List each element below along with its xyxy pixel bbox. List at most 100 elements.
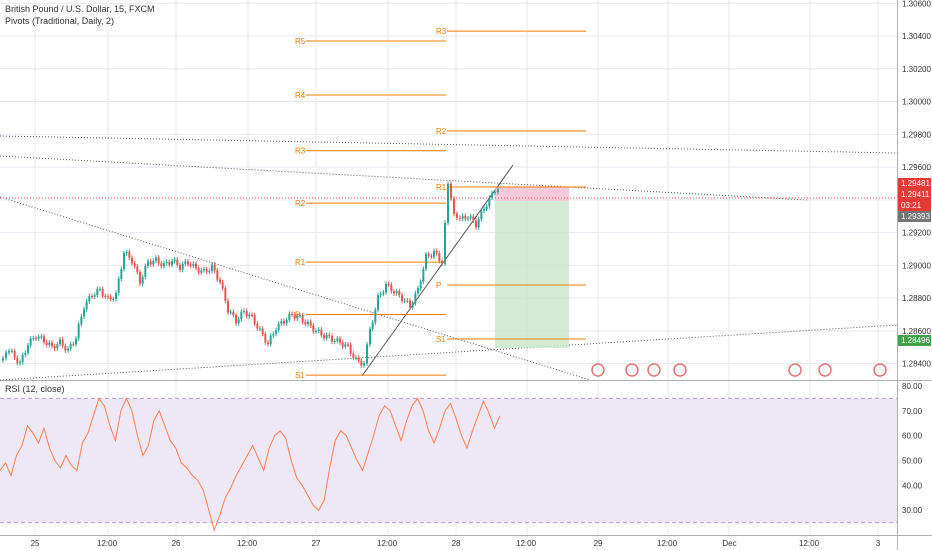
candle-body xyxy=(395,291,398,294)
candle-body xyxy=(453,198,455,214)
candle-body xyxy=(133,263,136,267)
pivot-label: R4 xyxy=(295,91,306,100)
candle-body xyxy=(80,316,83,325)
stop-loss-zone[interactable] xyxy=(495,186,569,201)
candle-body xyxy=(173,259,176,262)
candle-body xyxy=(419,281,422,289)
candle-body xyxy=(184,261,187,264)
candle-body xyxy=(320,329,323,336)
candle-body xyxy=(390,284,393,292)
price-tag-label: 1.28496 xyxy=(901,336,930,345)
candle-body xyxy=(48,342,51,345)
candle-body xyxy=(450,183,452,199)
candle-body xyxy=(221,282,224,289)
candle-body xyxy=(45,342,48,345)
time-tick-label: 12:00 xyxy=(516,539,537,548)
trendline-upper[interactable] xyxy=(0,135,898,154)
candle-body xyxy=(444,222,446,264)
event-flag-icon[interactable] xyxy=(818,363,832,377)
candle-body xyxy=(435,250,438,254)
price-tag xyxy=(898,178,931,189)
candle-body xyxy=(144,265,147,277)
candle-body xyxy=(123,253,125,270)
time-tick-label: 12:00 xyxy=(97,539,118,548)
candle-body xyxy=(187,261,189,265)
price-tick-label: 1.29200 xyxy=(902,229,931,238)
candle-body xyxy=(325,334,328,339)
candle-body xyxy=(101,288,104,297)
event-flag-icon[interactable] xyxy=(673,363,687,377)
take-profit-zone[interactable] xyxy=(495,200,569,348)
candle-body xyxy=(301,315,304,322)
price-tick-label: 1.29800 xyxy=(902,130,931,139)
price-tag xyxy=(898,200,931,211)
trendline-support[interactable] xyxy=(361,164,514,377)
candle-body xyxy=(371,322,374,330)
candle-body xyxy=(85,301,88,310)
candle-body xyxy=(72,344,75,346)
candle-body xyxy=(75,338,77,345)
event-flag-icon[interactable] xyxy=(591,363,605,377)
rsi-title[interactable]: RSI (12, close) xyxy=(5,384,65,394)
candle-body xyxy=(21,354,24,363)
event-flag-icon[interactable] xyxy=(625,363,639,377)
time-tick-label: 29 xyxy=(594,539,603,548)
candle-body xyxy=(253,315,256,324)
rsi-tick-label: 40.00 xyxy=(902,481,923,490)
candle-body xyxy=(37,336,40,339)
rsi-band xyxy=(0,398,897,523)
trendline-mid[interactable] xyxy=(0,155,808,201)
candle-body xyxy=(307,321,309,325)
price-tick-label: 1.30200 xyxy=(902,65,931,74)
candle-body xyxy=(469,216,472,219)
candle-body xyxy=(293,314,296,319)
candle-body xyxy=(13,350,16,358)
event-flag-icon[interactable] xyxy=(788,363,802,377)
candle-body xyxy=(497,189,499,193)
price-tick-label: 1.28600 xyxy=(902,327,931,336)
candle-body xyxy=(475,220,477,228)
candle-body xyxy=(16,357,19,364)
candle-body xyxy=(112,298,115,300)
candle-body xyxy=(216,270,219,280)
candle-body xyxy=(323,335,325,339)
rsi-line[interactable] xyxy=(0,397,501,532)
candle-body xyxy=(430,255,433,257)
pivot-label: S1 xyxy=(295,371,305,380)
candle-body xyxy=(27,345,29,353)
indicator-title[interactable]: Pivots (Traditional, Daily, 2) xyxy=(5,16,115,26)
price-tag xyxy=(898,189,931,200)
candle-body xyxy=(240,311,243,320)
event-flag-icon[interactable] xyxy=(647,363,661,377)
candle-body xyxy=(366,344,368,364)
symbol-title[interactable]: British Pound / U.S. Dollar, 15, FXCM xyxy=(5,4,155,14)
candle-body xyxy=(267,342,269,345)
candle-body xyxy=(19,362,21,364)
candle-body xyxy=(275,330,277,334)
event-flag-icon[interactable] xyxy=(873,363,887,377)
candle-body xyxy=(441,260,443,264)
trendline-down[interactable] xyxy=(0,196,591,381)
price-tick-label: 1.30000 xyxy=(902,98,931,107)
trendline-bottom[interactable] xyxy=(0,324,898,381)
price-tick-label: 1.30600 xyxy=(902,0,931,8)
candle-body xyxy=(403,300,406,302)
pivot-label: R3 xyxy=(295,147,306,156)
pivot-label: S1 xyxy=(436,335,446,344)
candle-body xyxy=(385,283,387,293)
time-tick-label: 25 xyxy=(31,539,40,548)
price-tick-label: 1.30400 xyxy=(902,32,931,41)
candle-body xyxy=(200,270,203,273)
candle-body xyxy=(243,310,245,312)
candle-body xyxy=(280,321,283,324)
candle-body xyxy=(93,295,96,297)
candle-body xyxy=(251,314,253,316)
time-tick-label: 12:00 xyxy=(657,539,678,548)
candle-body xyxy=(213,264,216,271)
candle-body xyxy=(299,315,301,317)
candle-body xyxy=(61,339,64,346)
candle-body xyxy=(40,336,43,338)
pivot-label: R3 xyxy=(436,27,447,36)
